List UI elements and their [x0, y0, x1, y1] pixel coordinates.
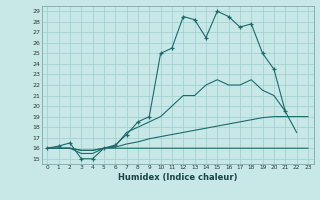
- X-axis label: Humidex (Indice chaleur): Humidex (Indice chaleur): [118, 173, 237, 182]
